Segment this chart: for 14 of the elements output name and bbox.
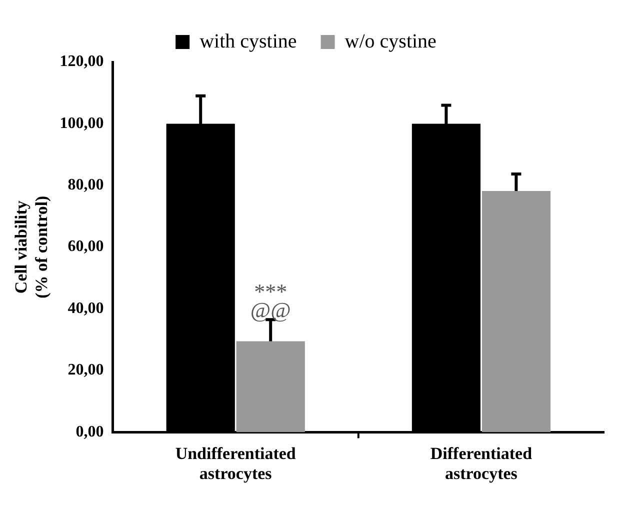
x-tick-label: Undifferentiated astrocytes [175,444,296,484]
bar [236,341,305,432]
y-tick-label: 120,00 [60,53,104,70]
y-tick-label: 100,00 [60,114,104,132]
y-tick-label: 0,00 [76,423,104,440]
bar [482,190,550,432]
x-tick-label: Differentiated astrocytes [430,444,533,484]
y-tick-label: 60,00 [68,238,104,256]
legend-label: w/o cystine [344,30,437,52]
legend-label: with cystine [200,30,297,52]
y-tick-label: 80,00 [68,176,104,194]
y-axis-title: Cell viability (% of control) [12,196,51,298]
y-tick-label: 20,00 [68,362,104,379]
y-tick-label: 40,00 [68,300,104,317]
